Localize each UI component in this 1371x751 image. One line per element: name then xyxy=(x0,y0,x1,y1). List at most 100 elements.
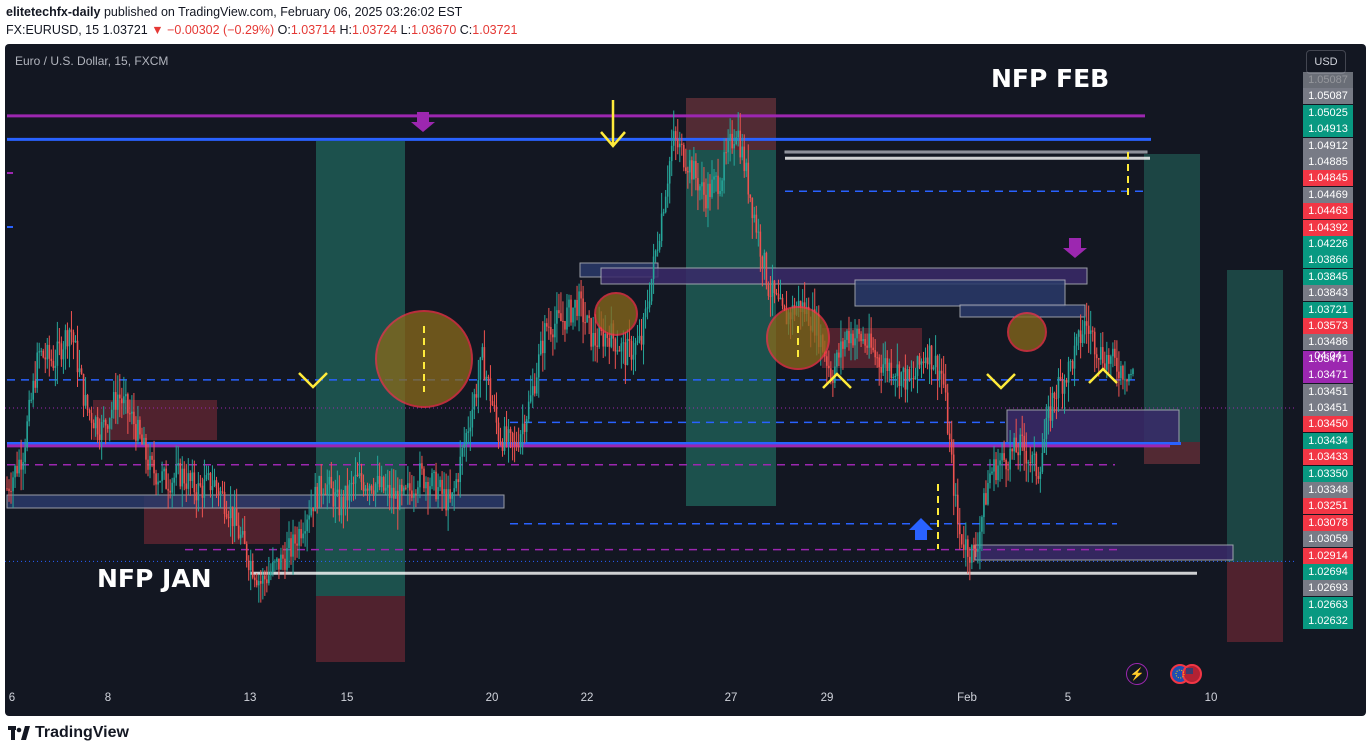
low-label: L: xyxy=(400,23,412,37)
candle-body xyxy=(409,483,411,491)
candle-body xyxy=(783,305,786,311)
candle-body xyxy=(153,459,155,474)
candle-body xyxy=(747,162,750,195)
candle-body xyxy=(771,280,774,297)
candle-body xyxy=(493,405,496,407)
candle-body xyxy=(1061,379,1064,394)
chart-frame[interactable]: Euro / U.S. Dollar, 15, FXCM USD NFP FEB… xyxy=(5,44,1366,716)
candle-body xyxy=(326,484,329,495)
candle-body xyxy=(709,183,711,197)
candle-body xyxy=(1091,330,1094,332)
candle-body xyxy=(1097,358,1100,360)
candle-body xyxy=(296,543,298,546)
candle-body xyxy=(695,161,697,179)
candle-body xyxy=(310,507,312,516)
candle-body xyxy=(90,412,93,423)
currency-button[interactable]: USD xyxy=(1306,50,1346,74)
candle-body xyxy=(415,493,417,495)
zone-box xyxy=(316,596,405,662)
candle-body xyxy=(727,140,729,153)
candle-body xyxy=(229,506,232,519)
candle-body xyxy=(1021,434,1024,436)
candle-body xyxy=(1043,438,1046,453)
candle-body xyxy=(828,365,830,369)
drawn-rectangle xyxy=(1006,409,1180,444)
candle-body xyxy=(590,318,592,347)
tradingview-logo[interactable]: TradingView xyxy=(8,724,129,742)
candle-body xyxy=(386,484,389,488)
candle-body xyxy=(769,295,772,297)
candle-body xyxy=(574,299,576,308)
drawn-rectangle xyxy=(6,494,505,509)
candle-body xyxy=(396,490,399,510)
candle-body xyxy=(407,483,409,488)
candle-body xyxy=(62,349,65,360)
candle-body xyxy=(237,525,240,539)
candle-body xyxy=(195,492,198,501)
candle-body xyxy=(447,489,449,511)
candle-body xyxy=(477,379,480,398)
candle-body xyxy=(872,347,874,351)
candle-body xyxy=(42,350,45,358)
candle-body xyxy=(22,462,24,470)
candle-body xyxy=(971,545,973,563)
candle-body xyxy=(680,143,683,145)
lightning-icon[interactable]: ⚡ xyxy=(1126,663,1148,685)
candle-body xyxy=(936,355,939,380)
published-text: published on TradingView.com, February 0… xyxy=(100,5,463,19)
candle-body xyxy=(546,323,548,327)
candle-body xyxy=(1041,452,1044,472)
candle-body xyxy=(66,330,69,347)
candle-body xyxy=(751,197,754,219)
candle-body xyxy=(368,485,371,491)
candle-body xyxy=(662,212,665,214)
candle-body xyxy=(1005,459,1007,470)
candle-body xyxy=(302,533,304,539)
candle-body xyxy=(20,459,22,470)
candle-body xyxy=(632,354,635,360)
candle-body xyxy=(1075,336,1078,346)
candle-body xyxy=(1037,476,1040,479)
candle-body xyxy=(161,471,163,482)
price-scale-label: 1.02914 xyxy=(1303,547,1353,564)
candle-body xyxy=(219,491,222,496)
candle-body xyxy=(155,473,157,485)
candle-body xyxy=(58,341,61,344)
candle-body xyxy=(636,340,639,343)
drawn-rectangle xyxy=(974,544,1234,561)
candle-body xyxy=(145,437,147,460)
candle-body xyxy=(942,373,945,385)
price-chart[interactable] xyxy=(5,44,1366,716)
candle-body xyxy=(453,488,455,493)
candle-body xyxy=(286,548,288,570)
candle-body xyxy=(985,493,987,505)
candle-body xyxy=(1085,321,1088,326)
candle-body xyxy=(98,434,101,440)
candle-body xyxy=(654,250,657,257)
candle-body xyxy=(533,386,536,394)
candle-body xyxy=(245,543,248,561)
candle-body xyxy=(882,364,885,373)
candle-body xyxy=(139,419,141,435)
candle-body xyxy=(602,330,605,347)
candle-body xyxy=(592,332,594,347)
candle-body xyxy=(626,338,629,365)
candle-body xyxy=(912,378,915,380)
candle-body xyxy=(268,575,270,584)
candle-body xyxy=(171,482,173,493)
publisher-name[interactable]: elitetechfx-daily xyxy=(6,5,101,19)
candle-body xyxy=(693,161,695,180)
candle-body xyxy=(70,329,73,333)
candle-body xyxy=(642,317,645,345)
price-scale-label: 1.05025 xyxy=(1303,104,1353,121)
eu-us-flags-icon[interactable] xyxy=(1169,663,1203,685)
candle-body xyxy=(189,473,192,481)
price-scale-label: 1.04913 xyxy=(1303,121,1353,138)
candle-body xyxy=(1126,379,1128,382)
candle-body xyxy=(1106,354,1108,370)
candle-body xyxy=(306,519,308,532)
candle-body xyxy=(119,394,121,399)
publish-info: elitetechfx-daily published on TradingVi… xyxy=(6,5,462,19)
candle-body xyxy=(169,490,171,493)
candle-body xyxy=(433,471,435,474)
